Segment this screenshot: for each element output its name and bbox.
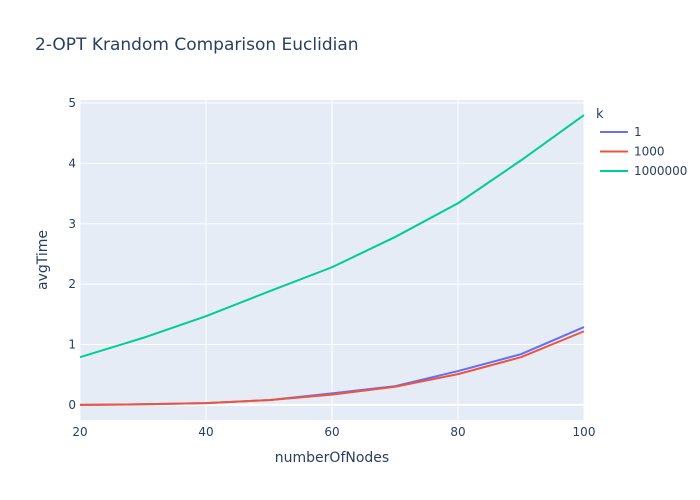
series-lines [79, 114, 585, 406]
y-tick-label: 4 [68, 156, 76, 170]
y-tick-label: 0 [68, 398, 76, 412]
legend-label: 1 [634, 125, 642, 139]
x-tick-label: 100 [573, 425, 596, 439]
x-tick-label: 40 [198, 425, 213, 439]
x-axis-ticks: 20 40 60 80 100 [72, 425, 595, 439]
gridlines [79, 100, 585, 420]
y-tick-label: 1 [68, 338, 76, 352]
y-axis-label: avgTime [35, 230, 51, 290]
x-tick-label: 20 [72, 425, 87, 439]
chart-title: 2-OPT Krandom Comparison Euclidian [35, 35, 359, 55]
series-line-1000 [79, 330, 585, 406]
legend-item-1000000[interactable]: 1000000 [600, 164, 687, 178]
y-tick-label: 2 [68, 277, 76, 291]
y-axis-ticks: 0 1 2 3 4 5 [68, 96, 76, 412]
legend-label: 1000000 [634, 164, 687, 178]
y-tick-label: 5 [68, 96, 76, 110]
x-tick-label: 60 [324, 425, 339, 439]
legend-item-1000[interactable]: 1000 [600, 145, 665, 159]
x-tick-label: 80 [450, 425, 465, 439]
x-axis-label: numberOfNodes [275, 450, 389, 466]
legend-item-1[interactable]: 1 [600, 125, 642, 139]
series-line-1000000 [79, 114, 585, 359]
y-tick-label: 3 [68, 217, 76, 231]
legend: k 1 1000 1000000 [596, 107, 687, 178]
legend-label: 1000 [634, 145, 665, 159]
legend-items: 1 1000 1000000 [600, 125, 687, 178]
legend-title: k [596, 107, 604, 122]
